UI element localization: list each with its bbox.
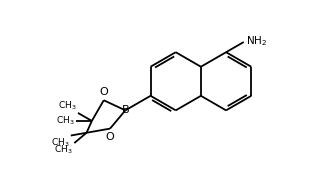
Text: CH$_3$: CH$_3$ [56, 115, 74, 127]
Text: O: O [100, 87, 108, 97]
Text: B: B [122, 105, 129, 115]
Text: CH$_3$: CH$_3$ [58, 100, 76, 112]
Text: NH$_2$: NH$_2$ [246, 34, 267, 48]
Text: CH$_3$: CH$_3$ [54, 144, 73, 156]
Text: O: O [106, 132, 115, 142]
Text: CH$_3$: CH$_3$ [51, 137, 69, 149]
